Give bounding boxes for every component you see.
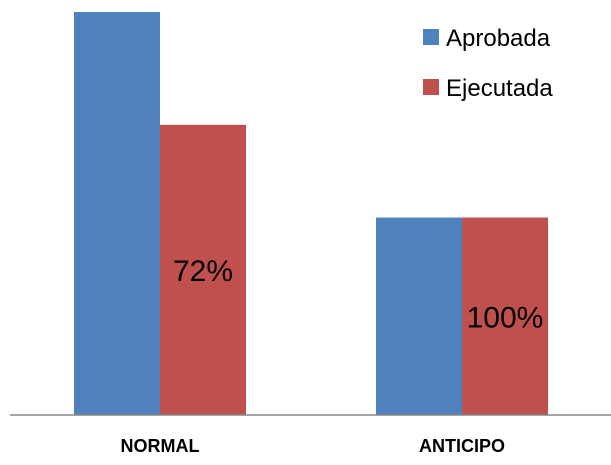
legend-label-aprobada: Aprobada: [446, 25, 551, 52]
legend-item-ejecutada: Ejecutada: [423, 75, 553, 102]
x-tick-labels-layer: NORMAL ANTICIPO: [121, 436, 506, 456]
legend-item-aprobada: Aprobada: [423, 25, 551, 52]
data-label-ejecutada-normal: 72%: [173, 255, 233, 288]
legend-swatch-aprobada: [423, 29, 439, 45]
legend-label-ejecutada: Ejecutada: [446, 75, 553, 102]
bar-aprobada-anticipo: [376, 217, 462, 415]
data-label-ejecutada-anticipo: 100%: [467, 301, 544, 334]
legend: Aprobada Ejecutada: [423, 25, 553, 102]
legend-swatch-ejecutada: [423, 79, 439, 95]
bar-ejecutada-normal: [160, 124, 246, 415]
x-tick-label-anticipo: ANTICIPO: [419, 436, 505, 456]
data-labels-layer: 72% 100%: [173, 255, 543, 334]
x-tick-label-normal: NORMAL: [121, 436, 200, 456]
bar-aprobada-normal: [74, 12, 160, 415]
bar-ejecutada-anticipo: [462, 217, 548, 415]
bars-layer: [74, 12, 548, 415]
